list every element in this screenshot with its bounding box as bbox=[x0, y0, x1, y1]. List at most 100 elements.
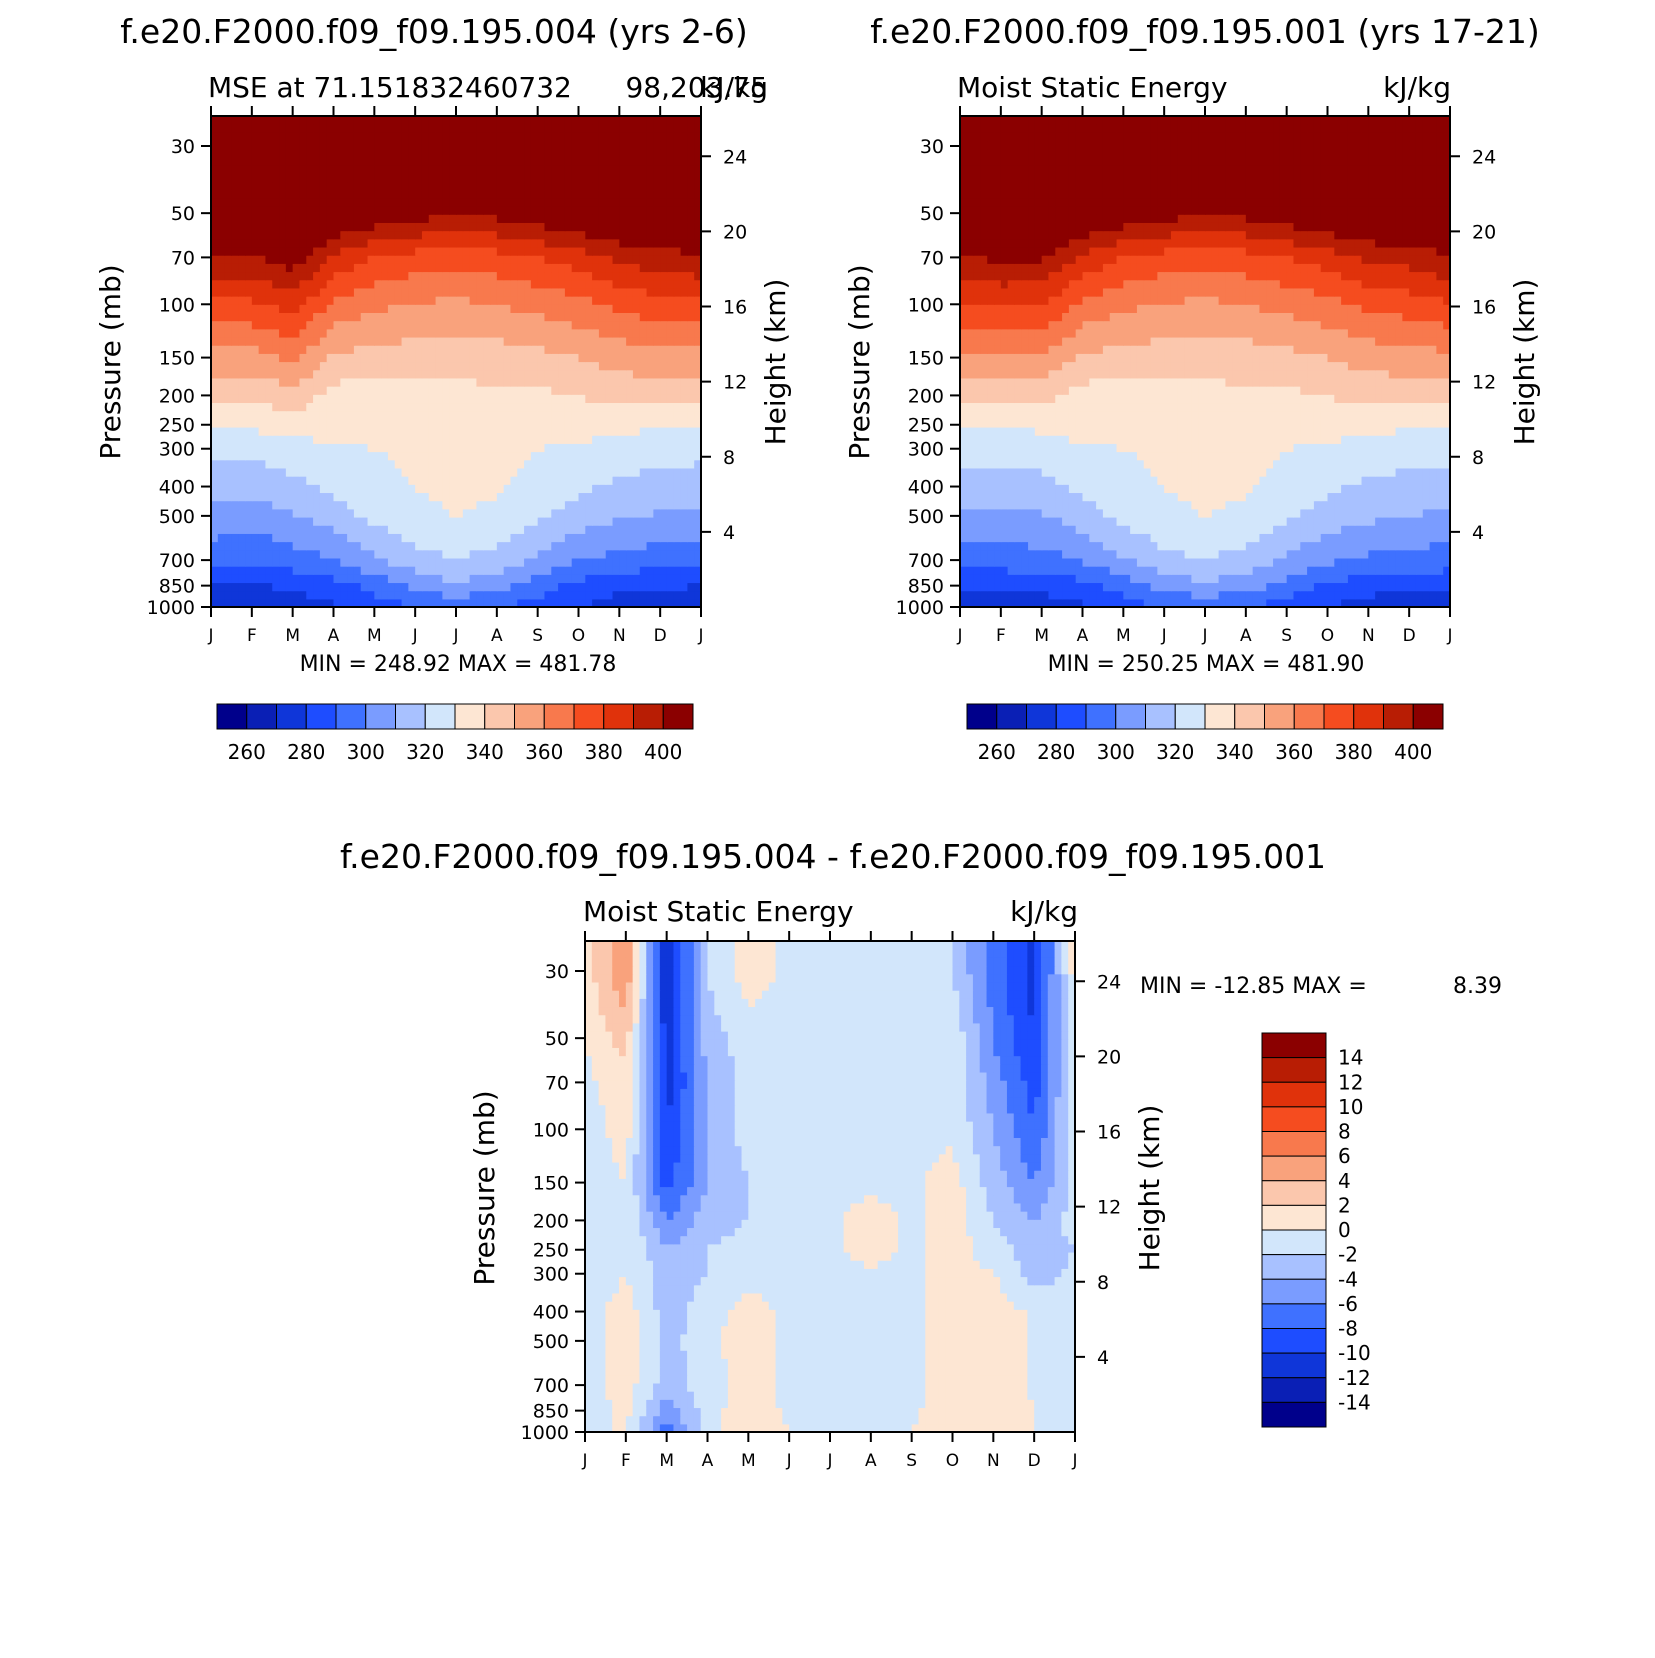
contour-cell bbox=[490, 394, 498, 404]
contour-cell bbox=[680, 435, 688, 444]
contour-cell bbox=[279, 508, 287, 518]
contour-cell bbox=[353, 271, 362, 281]
contour-cell bbox=[231, 508, 239, 518]
contour-cell bbox=[496, 222, 505, 232]
contour-cell bbox=[211, 165, 219, 174]
contour-cell bbox=[374, 132, 382, 142]
contour-cell bbox=[592, 181, 600, 191]
contour-cell bbox=[394, 361, 403, 371]
contour-cell bbox=[544, 116, 552, 125]
contour-cell bbox=[687, 124, 695, 133]
contour-cell bbox=[299, 508, 307, 518]
contour-cell bbox=[469, 435, 478, 444]
contour-cell bbox=[462, 418, 471, 428]
contour-cell bbox=[619, 230, 627, 240]
contour-cell bbox=[299, 418, 307, 428]
contour-cell bbox=[238, 566, 246, 575]
contour-cell bbox=[551, 312, 559, 322]
contour-cell bbox=[626, 426, 634, 436]
contour-cell bbox=[319, 369, 328, 379]
contour-cell bbox=[973, 598, 982, 608]
contour-cell bbox=[217, 582, 226, 592]
contour-cell bbox=[687, 402, 695, 412]
contour-cell bbox=[381, 410, 389, 420]
contour-cell bbox=[306, 206, 314, 215]
contour-cell bbox=[442, 426, 450, 436]
contour-cell bbox=[632, 287, 641, 297]
contour-cell bbox=[292, 222, 301, 232]
contour-cell bbox=[421, 402, 430, 412]
contour-cell bbox=[530, 476, 539, 485]
contour-cell bbox=[265, 443, 273, 453]
contour-cell bbox=[462, 222, 471, 232]
contour-cell bbox=[224, 476, 233, 485]
contour-cell bbox=[1334, 566, 1342, 575]
contour-cell bbox=[1293, 582, 1301, 592]
contour-cell bbox=[394, 549, 403, 559]
contour-cell bbox=[476, 369, 484, 379]
contour-cell bbox=[503, 140, 512, 150]
contour-cell bbox=[476, 148, 484, 158]
contour-cell bbox=[1300, 557, 1308, 567]
contour-cell bbox=[496, 361, 505, 371]
contour-cell bbox=[387, 230, 396, 240]
contour-cell bbox=[694, 206, 702, 215]
contour-cell bbox=[476, 173, 484, 183]
contour-cell bbox=[415, 402, 423, 412]
contour-cell bbox=[456, 459, 464, 469]
contour-cell bbox=[265, 377, 273, 387]
contour-cell bbox=[292, 320, 301, 330]
contour-cell bbox=[483, 353, 491, 363]
contour-cell bbox=[980, 582, 988, 592]
contour-cell bbox=[1075, 582, 1084, 592]
contour-cell bbox=[408, 410, 416, 420]
contour-cell bbox=[211, 222, 219, 232]
contour-cell bbox=[1232, 582, 1240, 592]
contour-cell bbox=[456, 197, 464, 207]
contour-cell bbox=[272, 500, 280, 510]
colorbar-label: 360 bbox=[525, 740, 563, 764]
contour-cell bbox=[632, 598, 641, 608]
contour-cell bbox=[619, 492, 627, 502]
contour-cell bbox=[496, 459, 505, 469]
contour-cell bbox=[469, 525, 478, 534]
colorbar-box bbox=[335, 703, 367, 730]
contour-cell bbox=[224, 549, 233, 559]
y-tick-label: 200 bbox=[159, 385, 195, 407]
contour-cell bbox=[415, 410, 423, 420]
contour-cell bbox=[605, 222, 614, 232]
contour-cell bbox=[374, 263, 382, 273]
contour-cell bbox=[503, 566, 512, 575]
contour-cell bbox=[333, 222, 341, 232]
contour-cell bbox=[224, 566, 233, 575]
contour-cell bbox=[251, 336, 260, 346]
contour-cell bbox=[408, 230, 416, 240]
contour-cell bbox=[408, 304, 416, 313]
contour-cell bbox=[211, 476, 219, 485]
contour-cell bbox=[551, 271, 559, 281]
contour-cell bbox=[687, 189, 695, 199]
contour-cell bbox=[1177, 566, 1186, 575]
contour-cell bbox=[646, 508, 654, 518]
contour-cell bbox=[408, 516, 416, 526]
contour-cell bbox=[1021, 557, 1029, 567]
contour-cell bbox=[442, 435, 450, 444]
contour-cell bbox=[578, 410, 586, 420]
contour-cell bbox=[544, 246, 552, 256]
contour-cell bbox=[238, 197, 246, 207]
contour-cell bbox=[1259, 582, 1267, 592]
contour-cell bbox=[564, 484, 573, 494]
contour-cell bbox=[987, 574, 995, 584]
contour-cell bbox=[605, 156, 614, 166]
contour-cell bbox=[660, 402, 668, 412]
contour-cell bbox=[442, 345, 450, 354]
contour-cell bbox=[217, 246, 226, 256]
contour-cell bbox=[353, 508, 362, 518]
contour-cell bbox=[408, 132, 416, 142]
contour-cell bbox=[598, 402, 607, 412]
contour-cell bbox=[1014, 582, 1022, 592]
contour-cell bbox=[217, 451, 226, 461]
contour-cell bbox=[632, 386, 641, 395]
contour-cell bbox=[435, 369, 443, 379]
contour-cell bbox=[428, 492, 437, 502]
